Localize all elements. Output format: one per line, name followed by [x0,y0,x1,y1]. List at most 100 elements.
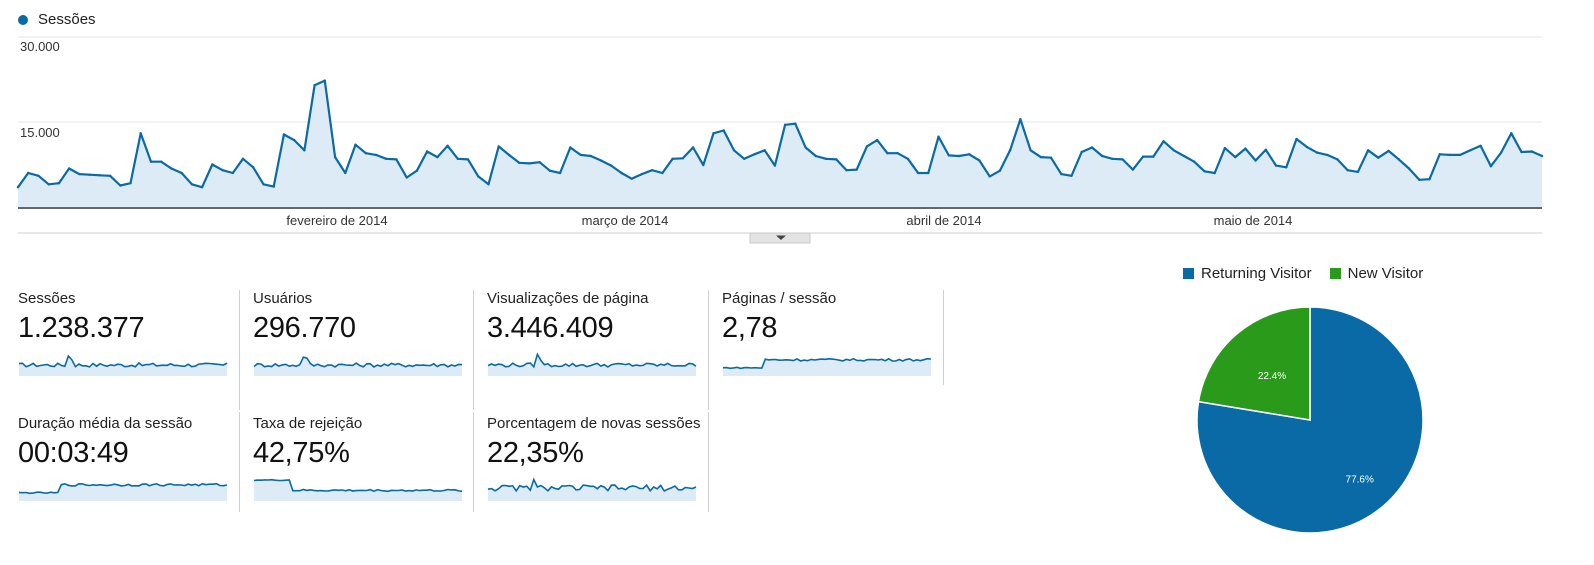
data-point[interactable] [1366,149,1370,152]
data-point[interactable] [1264,148,1268,151]
data-point[interactable] [589,154,592,158]
metric-card[interactable]: Usuários 296.770 [253,290,465,402]
data-point[interactable] [916,171,920,175]
data-point[interactable] [712,132,715,135]
data-point[interactable] [1060,172,1063,176]
data-point[interactable] [1315,151,1319,154]
data-point[interactable] [1203,170,1206,173]
data-point[interactable] [231,171,234,175]
data-point[interactable] [385,157,388,160]
data-point[interactable] [1101,154,1104,158]
data-point[interactable] [333,155,337,159]
data-point[interactable] [732,149,736,152]
data-point[interactable] [119,184,122,187]
data-point[interactable] [538,161,541,164]
data-point[interactable] [1070,174,1073,177]
data-point[interactable] [1295,137,1298,141]
data-point[interactable] [1438,153,1441,156]
data-point[interactable] [773,164,777,167]
data-point[interactable] [1346,169,1349,172]
data-point[interactable] [211,163,214,166]
data-point[interactable] [323,79,326,82]
data-point[interactable] [1152,155,1155,158]
data-point[interactable] [630,177,633,180]
data-point[interactable] [1141,155,1145,158]
data-point[interactable] [344,171,347,175]
data-point[interactable] [906,157,910,160]
data-point[interactable] [374,153,378,157]
data-point[interactable] [170,167,173,170]
data-point[interactable] [988,175,991,178]
data-point[interactable] [415,169,419,172]
metric-card[interactable]: Taxa de rejeição 42,75% [253,415,465,527]
data-point[interactable] [1182,154,1186,158]
data-point[interactable] [98,174,102,177]
data-point[interactable] [149,160,153,163]
data-point[interactable] [364,152,367,155]
data-point[interactable] [558,171,562,175]
data-point[interactable] [1387,149,1390,153]
data-point[interactable] [855,168,858,171]
data-point[interactable] [436,155,439,159]
data-point[interactable] [886,152,889,155]
data-point[interactable] [1448,153,1452,157]
data-point[interactable] [1223,146,1227,150]
metric-card[interactable]: Porcentagem de novas sessões 22,35% [487,415,700,527]
data-point[interactable] [835,158,838,161]
data-point[interactable] [814,154,817,158]
data-point[interactable] [722,129,725,132]
metric-card[interactable]: Páginas / sessão 2,78 [722,290,934,402]
data-point[interactable] [947,154,950,157]
data-point[interactable] [395,158,398,161]
data-point[interactable] [743,157,746,160]
data-point[interactable] [293,138,296,142]
data-point[interactable] [876,138,879,142]
data-point[interactable] [1162,140,1165,143]
data-point[interactable] [1131,168,1135,171]
data-point[interactable] [1244,147,1247,150]
pie-legend-returning[interactable]: Returning Visitor [1183,265,1312,282]
data-point[interactable] [180,171,183,175]
data-point[interactable] [978,159,981,162]
data-point[interactable] [1520,150,1523,154]
data-point[interactable] [1234,155,1237,159]
data-point[interactable] [1172,149,1176,152]
data-point[interactable] [671,157,674,160]
data-point[interactable] [190,183,194,186]
data-point[interactable] [78,172,81,176]
data-point[interactable] [1377,156,1380,159]
data-point[interactable] [845,169,848,172]
data-point[interactable] [702,163,705,167]
data-point[interactable] [200,186,204,189]
data-point[interactable] [354,143,357,146]
data-point[interactable] [640,172,644,176]
data-point[interactable] [1418,178,1421,181]
collapse-chart-button[interactable] [749,232,811,244]
data-point[interactable] [569,146,572,149]
data-point[interactable] [661,171,664,175]
data-point[interactable] [896,152,899,155]
data-point[interactable] [1090,146,1094,149]
data-point[interactable] [1111,157,1114,160]
data-point[interactable] [1080,150,1083,154]
data-point[interactable] [129,182,132,185]
data-point[interactable] [763,149,766,152]
data-point[interactable] [1469,149,1472,152]
data-point[interactable] [487,183,490,186]
data-point[interactable] [620,171,623,175]
data-point[interactable] [1336,158,1339,161]
data-point[interactable] [998,169,1002,172]
data-point[interactable] [1305,145,1309,149]
data-point[interactable] [528,162,531,165]
data-point[interactable] [1039,155,1043,159]
data-point[interactable] [272,185,275,188]
data-point[interactable] [824,157,828,160]
data-point[interactable] [507,153,511,157]
sessions-area-chart[interactable]: 30.000 15.000 fevereiro de 2014 março de 20… [0,0,1594,250]
data-point[interactable] [691,146,695,149]
data-point[interactable] [262,183,265,186]
data-point[interactable] [1428,178,1431,181]
data-point[interactable] [957,154,961,158]
data-point[interactable] [1530,150,1534,153]
data-point[interactable] [47,183,50,186]
